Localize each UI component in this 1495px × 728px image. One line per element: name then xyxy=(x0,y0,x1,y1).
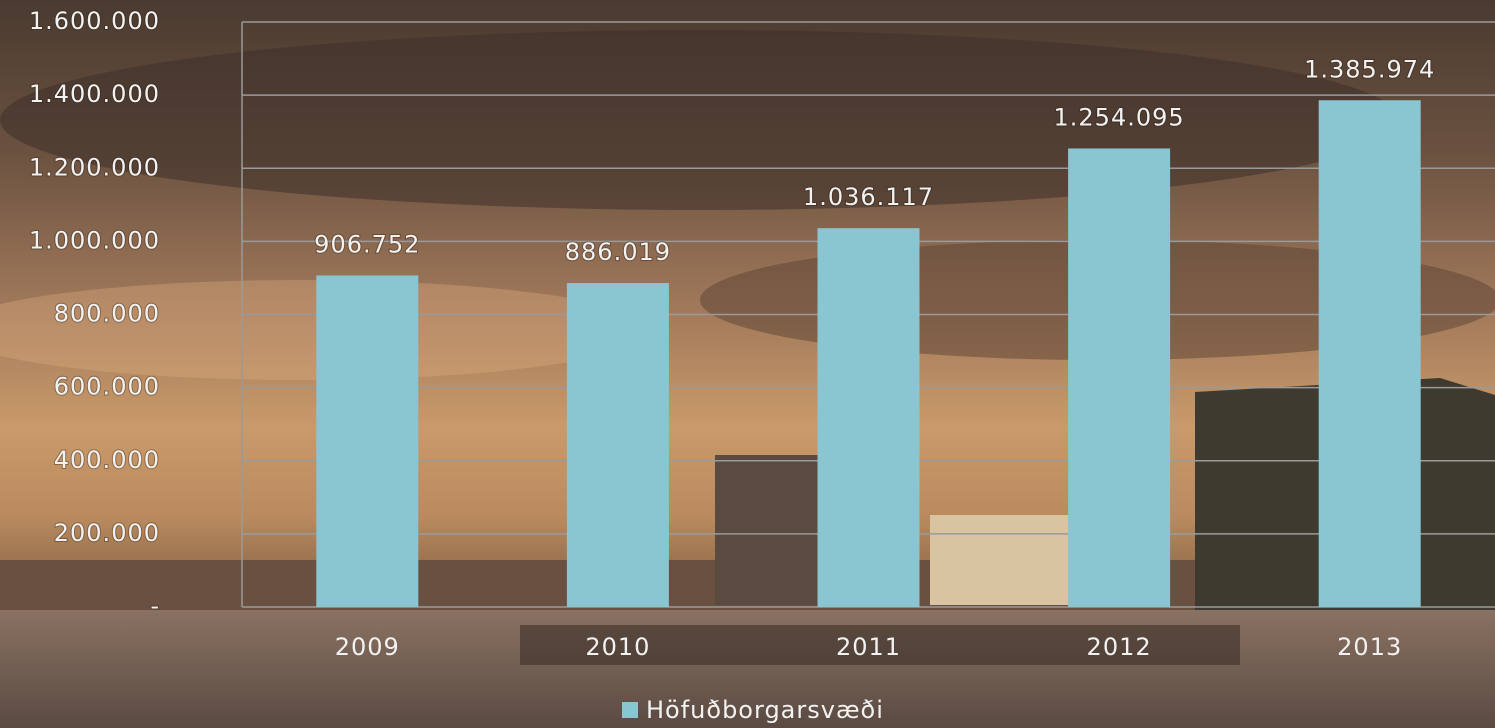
bar xyxy=(817,228,920,607)
y-tick-label: 1.600.000 xyxy=(29,7,160,35)
x-tick-label: 2010 xyxy=(585,633,650,661)
x-tick-label: 2012 xyxy=(1087,633,1152,661)
bar xyxy=(316,275,419,607)
x-tick-label: 2009 xyxy=(335,633,400,661)
x-tick-label: 2011 xyxy=(836,633,901,661)
data-label: 886.019 xyxy=(565,238,671,266)
bar xyxy=(1068,148,1171,608)
y-tick-label: 800.000 xyxy=(54,300,160,328)
data-label: 1.254.095 xyxy=(1054,103,1185,131)
data-label: 1.036.117 xyxy=(803,183,934,211)
y-tick-label: 400.000 xyxy=(54,446,160,474)
y-tick-label: 600.000 xyxy=(54,373,160,401)
y-tick-label: 1.400.000 xyxy=(29,80,160,108)
y-tick-label: 1.000.000 xyxy=(29,226,160,254)
x-tick-label: 2013 xyxy=(1337,633,1402,661)
bar xyxy=(1318,100,1421,607)
data-label: 1.385.974 xyxy=(1304,55,1435,83)
data-label: 906.752 xyxy=(314,230,420,258)
bar xyxy=(566,283,669,607)
y-tick-label: - xyxy=(150,592,160,620)
legend-swatch xyxy=(622,702,638,718)
y-tick-label: 200.000 xyxy=(54,519,160,547)
legend-label: Höfuðborgarsvæði xyxy=(646,696,884,724)
y-tick-label: 1.200.000 xyxy=(29,153,160,181)
